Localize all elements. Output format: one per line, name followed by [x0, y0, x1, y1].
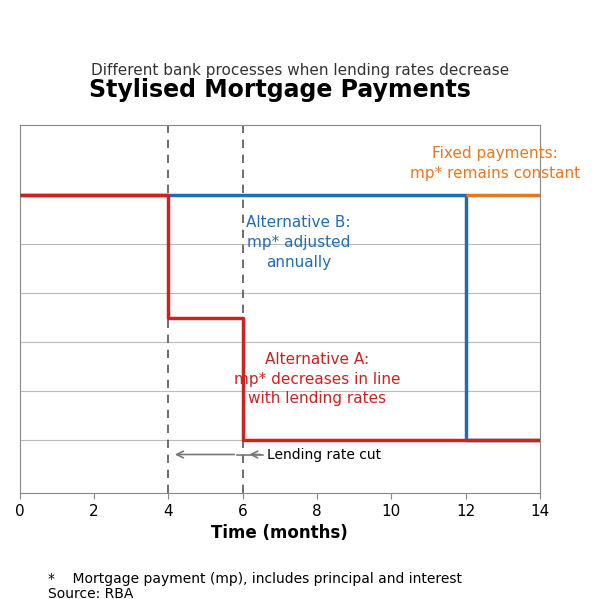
Text: Alternative B:
mp* adjusted
annually: Alternative B: mp* adjusted annually	[246, 215, 350, 270]
X-axis label: Time (months): Time (months)	[211, 524, 348, 542]
Text: Source: RBA: Source: RBA	[48, 587, 133, 599]
Title: Stylised Mortgage Payments: Stylised Mortgage Payments	[89, 78, 471, 102]
Text: Different bank processes when lending rates decrease: Different bank processes when lending ra…	[91, 63, 509, 78]
Text: Fixed payments:
mp* remains constant: Fixed payments: mp* remains constant	[410, 146, 580, 181]
Text: Lending rate cut: Lending rate cut	[267, 447, 381, 461]
Text: Alternative A:
mp* decreases in line
with lending rates: Alternative A: mp* decreases in line wit…	[233, 352, 400, 406]
Text: *    Mortgage payment (mp), includes principal and interest: * Mortgage payment (mp), includes princi…	[48, 572, 462, 586]
